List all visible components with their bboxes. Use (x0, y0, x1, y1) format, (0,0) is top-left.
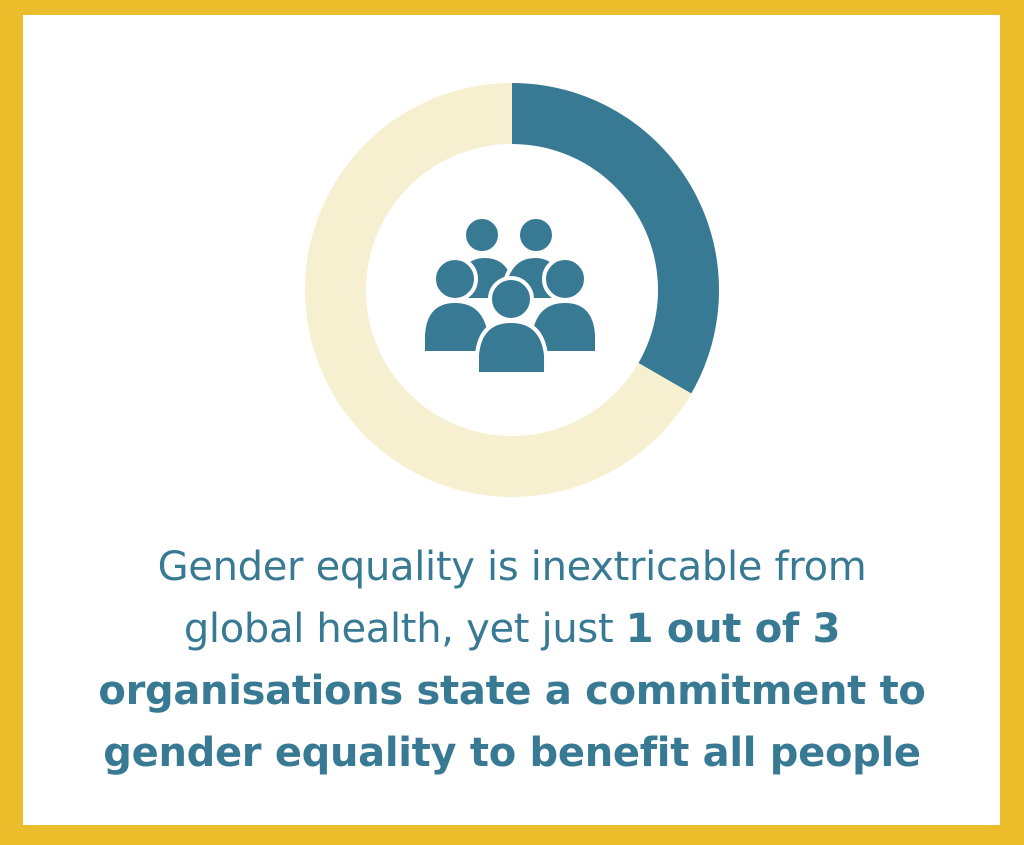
caption-line-1: Gender equality is inextricable from (157, 544, 867, 590)
caption-line-4: gender equality to benefit all people (103, 730, 921, 776)
infographic-card (23, 15, 1000, 825)
donut-slice-2 (305, 83, 692, 497)
caption: Gender equality is inextricable from glo… (0, 536, 1024, 784)
caption-highlight: 1 out of 3 (625, 606, 841, 652)
caption-line-3: organisations state a commitment to (98, 668, 926, 714)
donut-slice-1 (512, 83, 719, 394)
caption-line-2: global health, yet just (183, 606, 626, 652)
group-of-people-icon (421, 215, 599, 376)
